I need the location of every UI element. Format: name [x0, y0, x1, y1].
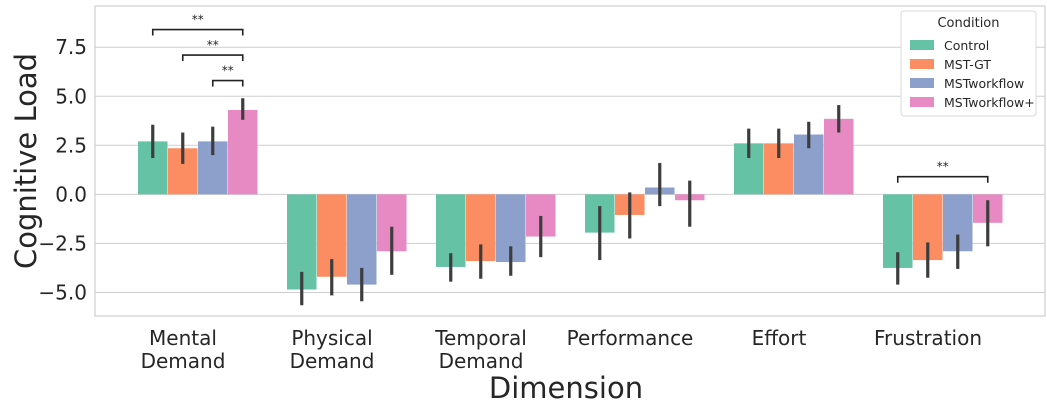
y-tick-label: 7.5 [55, 35, 87, 59]
legend: Condition Control MST-GT MSTworkflow MSTwor… [900, 10, 1037, 117]
x-tick-label: Physical Demand [290, 326, 375, 373]
y-tick-label: −5.0 [38, 280, 87, 304]
bar [228, 109, 258, 195]
significance-bracket [896, 175, 989, 183]
y-tick-label: −2.5 [38, 231, 87, 255]
legend-label: Control [944, 38, 989, 53]
legend-swatch [910, 40, 934, 50]
y-axis-label: Cognitive Load [9, 53, 43, 269]
x-tick-label: Frustration [874, 326, 982, 350]
legend-label: MSTworkflow [944, 76, 1024, 91]
y-tick-label: 0.0 [55, 182, 87, 206]
legend-label: MST-GT [944, 57, 991, 72]
x-tick-label: Effort [752, 326, 807, 350]
legend-swatch [910, 78, 934, 88]
x-axis-label: Dimension [489, 371, 643, 404]
axes: Cognitive Load Dimension −5.0 −2.5 0.0 2.5 5… [9, 5, 1046, 405]
error-bars [151, 98, 990, 306]
x-tick-label: Mental Demand [141, 326, 226, 373]
significance-label: ** [937, 160, 949, 174]
legend-swatch [910, 59, 934, 69]
x-tick-label: Performance [567, 326, 694, 350]
legend-swatch [910, 97, 934, 107]
y-tick-label: 5.0 [55, 84, 87, 108]
plot-frame [94, 5, 1046, 317]
significance-label: ** [222, 64, 234, 78]
y-tick-label: 2.5 [55, 133, 87, 157]
x-tick-label: Temporal Demand [434, 326, 527, 373]
significance-bracket [211, 79, 244, 87]
legend-label: MSTworkflow+ [944, 95, 1035, 110]
significance-bracket [181, 54, 244, 62]
bars [138, 109, 1003, 290]
significance-bracket [151, 28, 244, 36]
significance-label: ** [192, 13, 204, 27]
legend-box [900, 10, 1037, 117]
significance-brackets: ******** [151, 13, 989, 183]
legend-title: Condition [937, 16, 999, 31]
significance-label: ** [207, 38, 219, 52]
